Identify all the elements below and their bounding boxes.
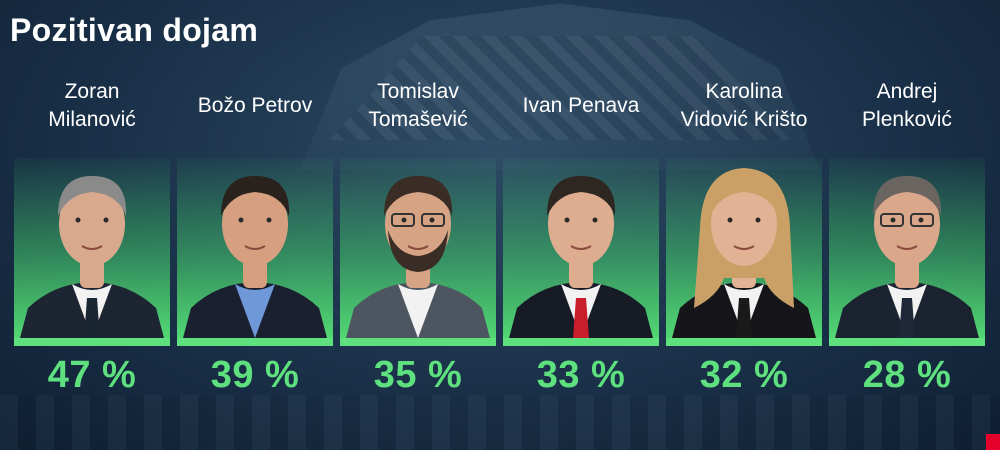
portrait-beard: [388, 230, 448, 272]
candidate-photo: [177, 158, 333, 338]
portrait-hair: [384, 176, 453, 216]
candidate-percentage: 47 %: [47, 354, 137, 396]
candidate-name-line: Milanović: [48, 108, 136, 131]
candidate-card: Tomislav Tomašević 35 %: [340, 72, 496, 402]
portrait-face: [711, 182, 777, 266]
candidate-accent-bar: [503, 338, 659, 346]
portrait-eye-left: [75, 217, 81, 223]
portrait-mouth: [570, 245, 592, 250]
candidate-name-line: Vidović Krišto: [680, 108, 808, 131]
portrait-face: [59, 182, 125, 266]
portrait-neck: [895, 258, 919, 288]
candidate-name-line: Tomislav: [377, 80, 459, 103]
portrait-hair: [547, 176, 616, 216]
candidate-accent-bar: [340, 338, 496, 346]
portrait-eye-left: [564, 217, 570, 223]
candidate-name: Andrej Plenković: [823, 78, 991, 144]
portrait-illustration: [509, 176, 653, 338]
candidate-photo: [340, 158, 496, 338]
candidate-percentage: 32 %: [699, 354, 789, 396]
portrait-glasses-right: [910, 213, 934, 227]
candidate-card: Zoran Milanović 47 %: [14, 72, 170, 402]
chart-title: Pozitivan dojam: [10, 12, 259, 48]
portrait-tie: [899, 298, 915, 338]
portrait-eye-left: [401, 217, 407, 223]
candidate-photo: [503, 158, 659, 338]
candidate-photo: [666, 158, 822, 338]
candidate-card: Andrej Plenković 28 %: [829, 72, 985, 402]
portrait-face: [874, 182, 940, 266]
background-cobblestone: [0, 395, 1000, 450]
candidate-photo: [14, 158, 170, 338]
candidate-percentage: 33 %: [536, 354, 626, 396]
candidate-name: Ivan Penava: [497, 78, 665, 144]
portrait-eye-right: [266, 217, 272, 223]
candidate-accent-bar: [829, 338, 985, 346]
candidate-accent-bar: [177, 338, 333, 346]
portrait-eye-right: [918, 217, 924, 223]
portrait-mouth: [896, 245, 918, 250]
portrait-neck: [569, 258, 593, 288]
portrait-glasses-left: [391, 213, 415, 227]
portrait-illustration: [183, 176, 327, 338]
candidate-name-line: Andrej: [876, 80, 938, 103]
portrait-hair: [221, 176, 290, 216]
candidate-name-line: Tomašević: [368, 108, 468, 131]
candidate-name: Zoran Milanović: [8, 78, 176, 144]
portrait-eye-left: [727, 217, 733, 223]
portrait-illustration: [346, 176, 490, 338]
portrait-hair: [873, 176, 942, 216]
portrait-eye-right: [103, 217, 109, 223]
portrait-face: [385, 182, 451, 266]
portrait-mouth: [81, 245, 103, 250]
portrait-eye-right: [755, 217, 761, 223]
portrait-shirt: [235, 284, 275, 338]
candidate-accent-bar: [666, 338, 822, 346]
portrait-glasses-right: [421, 213, 445, 227]
portrait-illustration: [672, 168, 816, 338]
candidate-name-line: Zoran: [64, 80, 120, 103]
candidate-card: Ivan Penava 33 %: [503, 72, 659, 402]
candidate-name: Tomislav Tomašević: [334, 78, 502, 144]
portrait-eye-left: [238, 217, 244, 223]
portrait-eye-right: [592, 217, 598, 223]
portrait-hair: [710, 176, 779, 216]
candidate-name-line: Ivan Penava: [522, 94, 640, 117]
candidate-cards: Zoran Milanović 47 % Božo Petrov 39 % Tomisla…: [14, 72, 986, 402]
portrait-mouth: [407, 245, 429, 250]
candidate-accent-bar: [14, 338, 170, 346]
portrait-mouth: [733, 245, 755, 250]
candidate-percentage: 35 %: [373, 354, 463, 396]
candidate-name: Božo Petrov: [171, 78, 339, 144]
broadcaster-corner-mark: [986, 434, 1000, 450]
portrait-illustration: [835, 176, 979, 338]
portrait-eye-right: [429, 217, 435, 223]
portrait-tie: [573, 298, 589, 338]
portrait-hair: [58, 176, 127, 216]
portrait-illustration: [20, 176, 164, 338]
portrait-neck: [80, 258, 104, 288]
portrait-tie: [84, 298, 100, 338]
portrait-eye-left: [890, 217, 896, 223]
portrait-shirt: [398, 284, 438, 338]
portrait-face: [222, 182, 288, 266]
portrait-neck: [243, 258, 267, 288]
candidate-percentage: 39 %: [210, 354, 300, 396]
candidate-card: Božo Petrov 39 %: [177, 72, 333, 402]
candidate-name-line: Karolina: [705, 80, 783, 103]
candidate-name-line: Božo Petrov: [197, 94, 313, 117]
portrait-glasses-left: [880, 213, 904, 227]
candidate-photo: [829, 158, 985, 338]
portrait-mouth: [244, 245, 266, 250]
candidate-name-line: Plenković: [862, 108, 952, 131]
candidate-name: Karolina Vidović Krišto: [660, 78, 828, 144]
portrait-tie: [736, 298, 752, 338]
candidate-percentage: 28 %: [862, 354, 952, 396]
portrait-face: [548, 182, 614, 266]
candidate-card: Karolina Vidović Krišto 32 %: [666, 72, 822, 402]
